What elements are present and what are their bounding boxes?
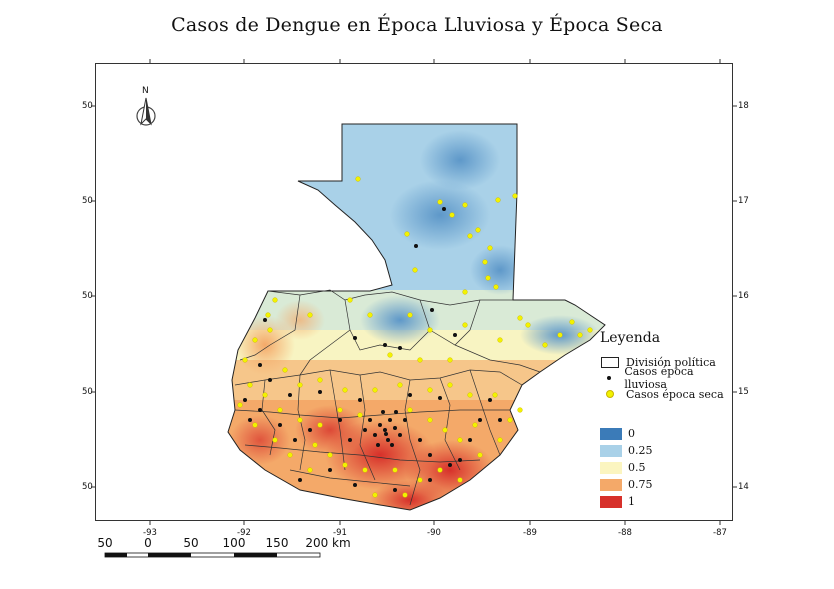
black-dot-icon xyxy=(600,376,618,380)
lat-ticks xyxy=(91,105,737,488)
lat-label-14: 14 xyxy=(738,482,749,492)
legend-label: Casos época seca xyxy=(626,387,724,401)
swatch-075 xyxy=(600,478,622,491)
color-scale-legend: 0 0.25 0.5 0.75 1 xyxy=(600,425,653,510)
swatch-05 xyxy=(600,461,622,474)
polygon-outline-icon xyxy=(600,356,620,368)
lat-label-18: 18 xyxy=(738,101,749,111)
scale-label: 0 xyxy=(144,536,152,550)
legend-label: Casos época lluviosa xyxy=(624,365,694,391)
north-arrow-icon xyxy=(136,97,156,126)
lon-label-90: -90 xyxy=(427,528,441,538)
scale-label: 100 xyxy=(222,536,246,550)
rainy-season-cases xyxy=(243,207,502,492)
color-scale-label: 0.25 xyxy=(628,444,653,457)
map-legend: Leyenda División política Casos época ll… xyxy=(600,330,730,402)
left-label-1: 50 xyxy=(82,101,93,111)
color-scale-label: 0.75 xyxy=(628,478,653,491)
legend-item-division: División política xyxy=(600,354,730,370)
left-label-2: 50 xyxy=(82,196,93,206)
legend-title: Leyenda xyxy=(600,330,661,346)
scale-label: 50 xyxy=(183,536,199,550)
lon-label-93: -93 xyxy=(143,528,157,538)
color-scale-item: 0.75 xyxy=(600,476,653,493)
dry-season-cases xyxy=(237,176,593,498)
color-scale-item: 0 xyxy=(600,425,653,442)
lon-label-89: -89 xyxy=(523,528,537,538)
risk-surface xyxy=(228,124,605,510)
lon-label-91: -91 xyxy=(333,528,347,538)
scale-bar xyxy=(104,552,321,558)
color-scale-item: 1 xyxy=(600,493,653,510)
lat-label-17: 17 xyxy=(738,196,749,206)
lat-label-16: 16 xyxy=(738,291,749,301)
lon-label-87: -87 xyxy=(713,528,727,538)
scale-bar-labels: 50 0 50 100 150 200 km xyxy=(97,536,358,550)
color-scale-label: 0 xyxy=(628,427,635,440)
scale-label: 200 km xyxy=(305,536,351,550)
map-title: Casos de Dengue en Época Lluviosa y Époc… xyxy=(171,14,663,36)
legend-label: División política xyxy=(626,355,716,369)
legend-item-dry: Casos época seca xyxy=(600,386,730,402)
scale-label: 50 xyxy=(97,536,113,550)
lat-label-15: 15 xyxy=(738,387,749,397)
lon-ticks xyxy=(149,59,721,525)
lon-label-92: -92 xyxy=(237,528,251,538)
swatch-0 xyxy=(600,427,622,440)
left-label-5: 50 xyxy=(82,482,93,492)
yellow-dot-icon xyxy=(600,390,620,398)
left-label-4: 50 xyxy=(82,387,93,397)
legend-item-rainy: Casos época lluviosa xyxy=(600,365,730,391)
color-scale-item: 0.25 xyxy=(600,442,653,459)
lon-label-88: -88 xyxy=(618,528,632,538)
color-scale-item: 0.5 xyxy=(600,459,653,476)
north-label: N xyxy=(142,86,149,96)
swatch-1 xyxy=(600,495,622,508)
left-label-3: 50 xyxy=(82,291,93,301)
color-scale-label: 1 xyxy=(628,495,635,508)
country-boundary xyxy=(227,123,606,511)
swatch-025 xyxy=(600,444,622,457)
color-scale-label: 0.5 xyxy=(628,461,646,474)
scale-label: 150 xyxy=(265,536,289,550)
